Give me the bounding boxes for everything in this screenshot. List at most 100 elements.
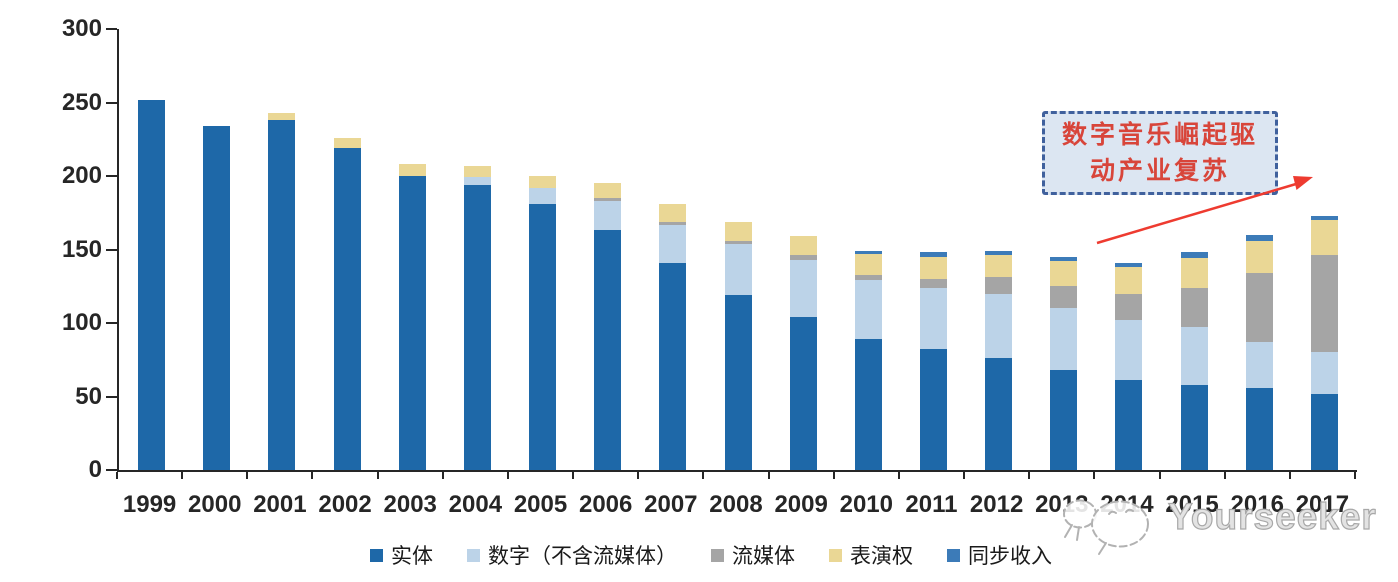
x-tick-label: 2015: [1165, 491, 1219, 518]
bar-segment-2013: [1050, 286, 1078, 309]
y-tick-mark: [106, 395, 117, 398]
x-tick-label: 2004: [448, 491, 503, 518]
bar-segment-2001: [268, 112, 296, 121]
bar-2015: [1180, 252, 1208, 470]
bar-2006: [594, 183, 622, 470]
y-tick-label: 300: [61, 15, 102, 42]
bar-segment-2008: [724, 243, 752, 296]
x-tick-mark: [1093, 472, 1096, 479]
bar-segment-2013: [1050, 256, 1078, 262]
x-tick-mark: [1223, 472, 1226, 479]
legend-swatch-icon: [829, 548, 842, 562]
y-tick-label: 50: [75, 382, 102, 410]
bar-segment-2007: [659, 262, 687, 470]
x-tick-mark: [767, 472, 770, 479]
bar-2012: [985, 251, 1013, 470]
bar-segment-1999: [138, 99, 166, 470]
bar-segment-2009: [789, 236, 817, 256]
bar-2005: [529, 176, 557, 470]
x-tick-label: 2009: [774, 491, 828, 518]
x-tick-mark: [1158, 472, 1161, 479]
bar-segment-2017: [1310, 220, 1338, 256]
x-tick-mark: [116, 472, 118, 479]
bar-segment-2004: [463, 184, 491, 470]
bar-segment-2010: [854, 250, 882, 254]
legend-item: 表演权: [829, 540, 913, 570]
chart-legend: 实体 数字（不含流媒体） 流媒体 表演权 同步收入: [0, 540, 1398, 570]
bar-segment-2008: [724, 221, 752, 241]
x-tick-label: 2000: [188, 491, 242, 518]
bar-segment-2004: [463, 177, 491, 185]
bar-segment-2014: [1115, 293, 1143, 321]
bar-2010: [854, 250, 882, 470]
bar-2007: [659, 203, 687, 470]
bar-segment-2012: [985, 255, 1013, 278]
y-tick-mark: [106, 322, 117, 324]
legend-label: 实体: [391, 545, 433, 568]
y-tick-mark: [106, 469, 117, 471]
bar-segment-2003: [398, 164, 426, 176]
x-tick-label: 1999: [122, 491, 177, 518]
bar-segment-2015: [1180, 252, 1208, 259]
bar-segment-2006: [594, 183, 622, 199]
x-tick-label: 2002: [318, 491, 372, 518]
bar-segment-2017: [1310, 393, 1338, 470]
annotation-callout: 数字音乐崛起驱 动产业复苏: [1042, 111, 1278, 195]
x-tick-mark: [1288, 472, 1291, 479]
bar-segment-2009: [789, 255, 817, 260]
bar-segment-2012: [985, 251, 1013, 256]
bar-2002: [333, 137, 361, 470]
x-tick-label: 2016: [1230, 491, 1284, 518]
yourseeker-logo-icon: [1063, 499, 1149, 555]
legend-swatch-icon: [711, 548, 724, 562]
bar-2013: [1050, 256, 1078, 470]
bar-segment-2002: [333, 137, 361, 149]
bar-segment-2017: [1310, 352, 1338, 394]
x-tick-label: 2003: [383, 491, 437, 518]
x-tick-mark: [506, 472, 509, 479]
plot-area: [117, 29, 1357, 472]
bar-2003: [398, 164, 426, 470]
bar-segment-2011: [919, 287, 947, 350]
bar-2017: [1310, 215, 1338, 470]
bar-segment-2012: [985, 293, 1013, 359]
bar-segment-2012: [985, 277, 1013, 294]
y-tick-mark: [106, 28, 117, 30]
bar-segment-2015: [1180, 384, 1208, 470]
bar-segment-2010: [854, 280, 882, 340]
legend-label: 表演权: [850, 545, 913, 568]
y-tick-label: 250: [61, 88, 102, 116]
bar-segment-2005: [529, 187, 557, 204]
x-tick-mark: [376, 472, 379, 479]
bar-segment-2013: [1050, 308, 1078, 371]
bar-segment-2017: [1310, 215, 1338, 221]
bar-2004: [463, 165, 491, 470]
x-tick-mark: [1354, 472, 1356, 479]
legend-item: 同步收入: [947, 540, 1052, 570]
bar-segment-2014: [1115, 267, 1143, 294]
bar-segment-2002: [333, 148, 361, 470]
bar-2008: [724, 221, 752, 470]
bar-2014: [1115, 262, 1143, 470]
bar-segment-2017: [1310, 255, 1338, 353]
bar-segment-2011: [919, 349, 947, 470]
x-tick-mark: [897, 472, 900, 479]
y-tick-label: 200: [61, 162, 102, 189]
bar-segment-2015: [1180, 258, 1208, 288]
legend-label: 流媒体: [732, 545, 795, 568]
bar-segment-2007: [659, 203, 687, 222]
x-tick-label: 2006: [578, 491, 633, 518]
bar-segment-2012: [985, 358, 1013, 470]
bar-segment-2016: [1245, 342, 1273, 388]
bar-segment-2016: [1245, 240, 1273, 274]
bar-segment-2016: [1245, 273, 1273, 343]
x-tick-mark: [572, 472, 575, 479]
bar-segment-2013: [1050, 261, 1078, 287]
x-tick-mark: [441, 472, 444, 479]
x-tick-label: 2005: [513, 491, 568, 518]
watermark: Yourseeker: [1056, 490, 1377, 562]
bar-segment-2003: [398, 176, 426, 470]
x-tick-mark: [1028, 472, 1031, 479]
bar-segment-2009: [789, 259, 817, 318]
